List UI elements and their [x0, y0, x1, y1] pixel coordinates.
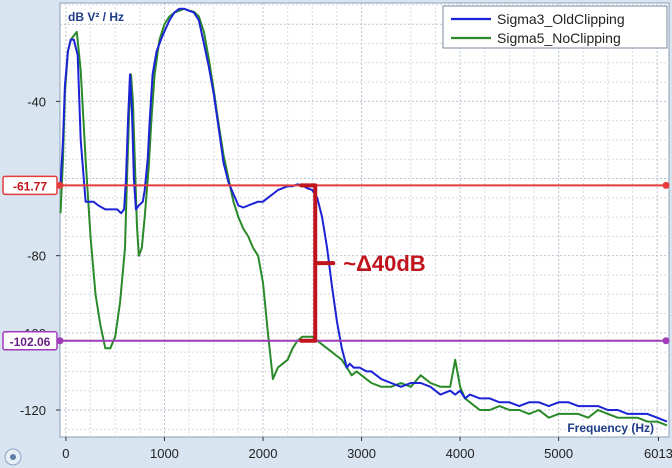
- y-tick-label: -120: [20, 403, 46, 418]
- x-axis: 0 1000 2000 3000 4000 5000 6013: [62, 437, 672, 461]
- x-tick-label: 2000: [249, 446, 278, 461]
- x-tick-label: 4000: [446, 446, 475, 461]
- y-tick-label: -80: [27, 249, 46, 264]
- delta-label: ~Δ40dB: [343, 251, 425, 276]
- cursor-lower-value: -102.06: [10, 335, 51, 349]
- delta-annotation: ~Δ40dB: [299, 183, 426, 343]
- cursor-upper-handle-left[interactable]: [56, 181, 64, 189]
- y-tick-label: -40: [27, 94, 46, 109]
- plot-area[interactable]: [59, 2, 670, 438]
- grid: [60, 3, 669, 437]
- legend-label-sigma3: Sigma3_OldClipping: [497, 11, 625, 27]
- x-tick-label: 5000: [544, 446, 573, 461]
- x-tick-label: 3000: [347, 446, 376, 461]
- cursor-lower-handle-left[interactable]: [56, 337, 64, 345]
- cursor-upper-handle-right[interactable]: [662, 181, 670, 189]
- series-line-sigma3: [59, 7, 668, 423]
- cursor-upper-value: -61.77: [13, 179, 47, 193]
- axis-settings-button[interactable]: [4, 448, 22, 466]
- legend-label-sigma5: Sigma5_NoClipping: [497, 30, 621, 46]
- gear-icon: [10, 454, 16, 460]
- y-axis-label: dB V² / Hz: [68, 10, 124, 24]
- x-axis-label: Frequency (Hz): [567, 421, 654, 435]
- legend-box: [442, 5, 668, 49]
- delta-bracket: [299, 183, 336, 343]
- cursor-lines: -61.77 -102.06: [2, 175, 670, 351]
- x-tick-label: 6013: [644, 446, 672, 461]
- cursor-upper-tag[interactable]: [2, 175, 58, 196]
- legend[interactable]: Sigma3_OldClipping Sigma5_NoClipping: [442, 5, 668, 49]
- x-tick-label: 1000: [150, 446, 179, 461]
- cursor-lower-tag[interactable]: [2, 331, 58, 351]
- series-lines: [59, 7, 668, 427]
- x-tick-label: 0: [62, 446, 69, 461]
- cursor-lower-handle-right[interactable]: [662, 337, 670, 345]
